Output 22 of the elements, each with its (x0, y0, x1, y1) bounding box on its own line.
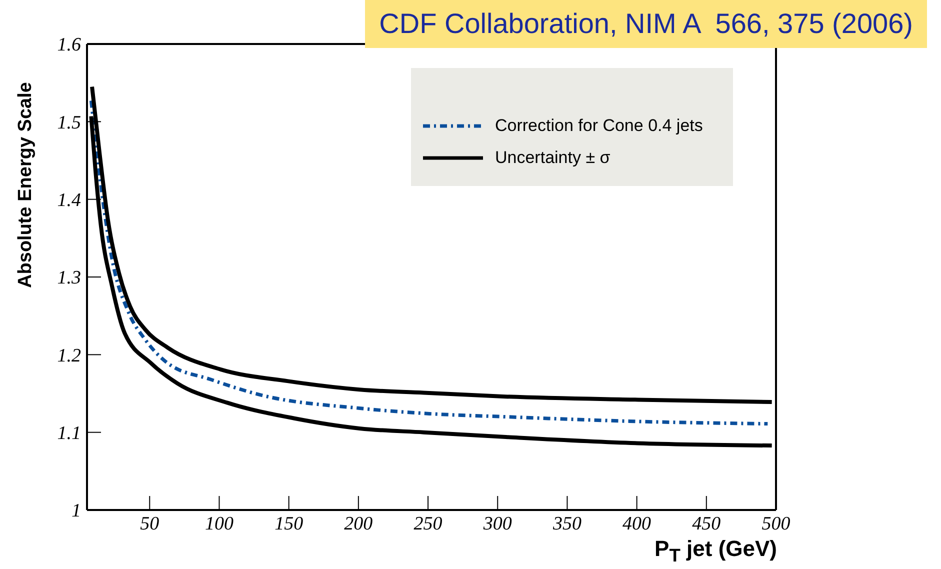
x-tick-label: 150 (274, 513, 304, 534)
x-tick-label: 250 (414, 513, 443, 534)
text: CDF Collaboration, NIM A 566, 375 (2006) (365, 0, 927, 48)
y-tick-label: 1.5 (57, 112, 81, 134)
y-tick-label: 1.6 (57, 34, 82, 56)
legend-label: Correction for Cone 0.4 jets (495, 116, 703, 136)
x-axis-title: P$_{T}$ jet (GeV) (654, 536, 777, 566)
legend-label: Uncertainty ± σ (495, 148, 610, 168)
y-tick-label: 1 (72, 500, 81, 522)
y-tick-label: 1.3 (57, 268, 81, 289)
x-tick-label: 350 (552, 513, 582, 534)
x-tick-label: 100 (204, 513, 234, 534)
y-tick-label: 1.1 (57, 423, 81, 444)
y-tick-label: 1.4 (57, 190, 82, 212)
x-tick-label: 400 (622, 513, 652, 534)
x-tick-label: 200 (344, 513, 374, 534)
x-tick-label: 450 (692, 513, 722, 534)
y-tick-label: 1.2 (57, 345, 82, 366)
x-tick-label: 500 (762, 513, 791, 534)
x-tick-label: 300 (482, 513, 512, 534)
y-axis-title: Absolute Energy Scale (15, 82, 37, 288)
x-tick-label: 50 (140, 513, 160, 534)
